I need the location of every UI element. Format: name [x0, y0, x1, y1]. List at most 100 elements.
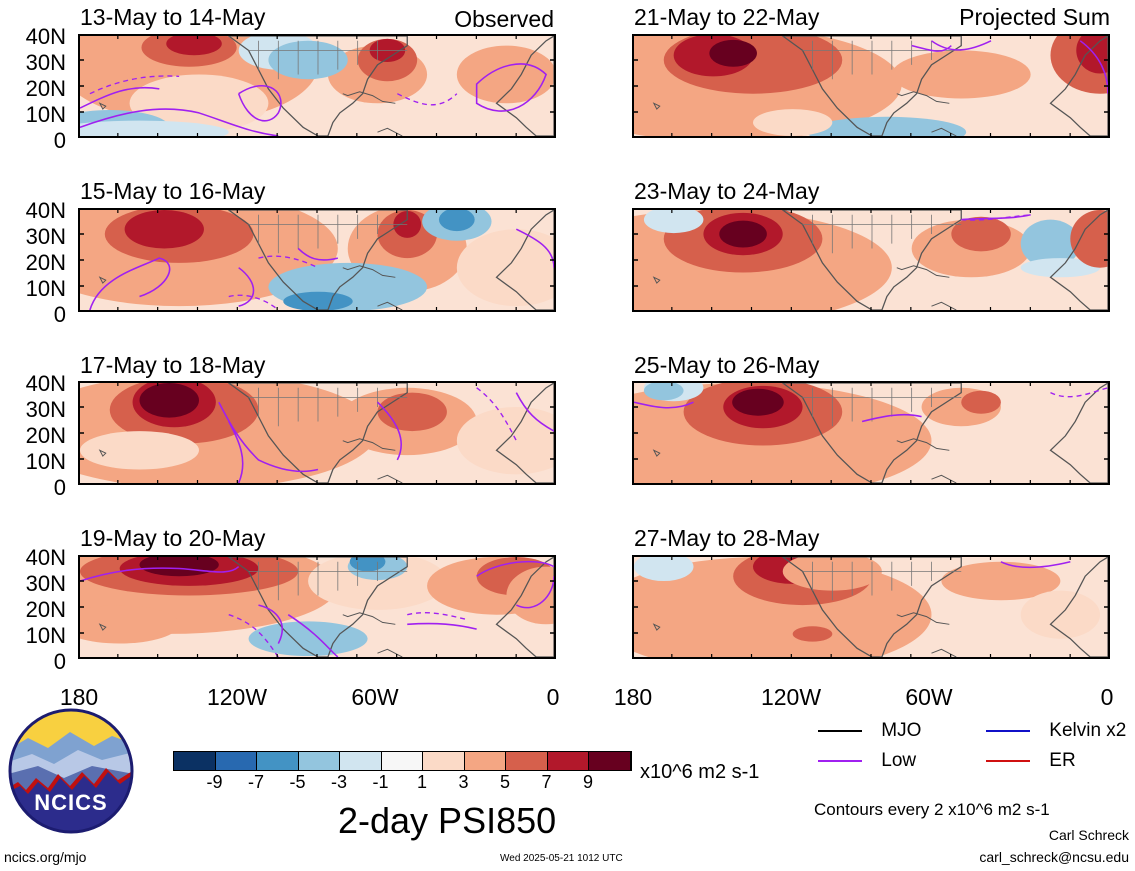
- coastline: [931, 648, 957, 657]
- coastline: [781, 36, 962, 136]
- anomaly-blob: [643, 383, 684, 401]
- coastline: [377, 474, 403, 483]
- anomaly-blob: [951, 216, 1011, 252]
- map-panel: [632, 208, 1110, 312]
- colorbar-swatch: [174, 752, 216, 770]
- low-contour: [476, 560, 554, 577]
- anomaly-blob: [752, 109, 833, 136]
- low-contour-dashed: [258, 255, 319, 269]
- coastline: [931, 301, 957, 310]
- low-contour: [218, 401, 319, 473]
- state-borders: [802, 387, 962, 427]
- anomaly-blob: [643, 210, 704, 234]
- anomaly-blob: [349, 557, 386, 572]
- low-contour: [89, 257, 171, 310]
- colorbar-swatch: [381, 752, 423, 770]
- coastline: [342, 612, 396, 625]
- lat-label: 10N: [25, 276, 66, 301]
- lat-label: 10N: [25, 102, 66, 127]
- footer-url[interactable]: ncics.org/mjo: [4, 849, 87, 865]
- island: [652, 623, 661, 631]
- lat-label: 30N: [25, 571, 66, 596]
- colorbar-swatch: [464, 752, 506, 770]
- panel-ticks: [78, 208, 556, 312]
- anomaly-blob: [732, 388, 784, 416]
- panel-ticks: [632, 381, 1110, 485]
- low-contour: [634, 401, 694, 409]
- state-borders: [802, 561, 962, 601]
- colorbar-swatch: [423, 752, 465, 770]
- low-contour-dashed: [89, 75, 180, 95]
- map-panel: [78, 381, 556, 485]
- lat-label: 10N: [25, 623, 66, 648]
- anomaly-blob: [99, 271, 180, 303]
- state-borders: [248, 387, 408, 427]
- anomaly-blob: [891, 50, 1031, 99]
- colorbar-tick: 1: [416, 772, 427, 792]
- coastline: [1049, 36, 1108, 136]
- lat-label: 0: [53, 649, 66, 674]
- anomaly-blob: [456, 229, 554, 307]
- state-borders: [802, 214, 962, 254]
- low-contour: [1079, 40, 1108, 94]
- low-contour: [931, 40, 992, 51]
- legend-line: [818, 759, 862, 762]
- low-contour-dashed: [407, 612, 467, 621]
- anomaly-blob: [129, 74, 269, 133]
- colorbar-swatch: [257, 752, 299, 770]
- anomaly-blob: [807, 116, 967, 136]
- colorbar-tick: 5: [499, 772, 510, 792]
- map-panel: [78, 34, 556, 138]
- anomaly-blob: [80, 605, 180, 644]
- low-contour: [515, 228, 554, 268]
- island: [652, 449, 661, 457]
- anomaly-blob: [1020, 219, 1081, 268]
- anomaly-blob: [283, 291, 353, 310]
- state-borders: [802, 40, 962, 80]
- coastline: [342, 265, 396, 278]
- state-borders: [248, 214, 408, 254]
- coastline: [1049, 557, 1108, 657]
- low-contour-dashed: [397, 93, 458, 106]
- coastline: [896, 612, 950, 625]
- colorbar-swatch: [340, 752, 382, 770]
- coastline: [342, 91, 396, 104]
- coastline: [896, 91, 950, 104]
- anomaly-blob: [941, 561, 1061, 601]
- lat-label: 40N: [25, 24, 66, 49]
- lat-label: 40N: [25, 545, 66, 570]
- low-contour: [80, 566, 240, 582]
- lon-label: 120W: [760, 684, 822, 710]
- anomaly-blob: [1070, 210, 1108, 268]
- panel-tag-observed: Observed: [454, 6, 554, 32]
- lon-label: 180: [613, 684, 653, 710]
- anomaly-blob: [1076, 36, 1108, 74]
- anomaly-blob: [792, 626, 833, 642]
- lat-label: 40N: [25, 198, 66, 223]
- panel-title: 15-May to 16-May: [80, 178, 266, 204]
- lon-label: 60W: [351, 684, 399, 710]
- island: [98, 276, 107, 284]
- coastline: [931, 127, 957, 136]
- low-contour: [297, 247, 339, 261]
- low-contour: [237, 84, 282, 122]
- low-contour: [228, 421, 244, 483]
- island: [98, 623, 107, 631]
- legend-line: [818, 729, 862, 732]
- ncics-logo: NCICS: [8, 708, 134, 834]
- panel-title: 27-May to 28-May: [634, 525, 820, 551]
- colorbar-tick: 9: [582, 772, 593, 792]
- colorbar-tick: -3: [330, 772, 347, 792]
- island: [652, 276, 661, 284]
- panel-tag-projected: Projected Sum: [959, 4, 1110, 30]
- map-panel: [632, 381, 1110, 485]
- low-contour: [376, 401, 402, 461]
- coastline: [342, 438, 396, 451]
- panel-title: 13-May to 14-May: [80, 4, 266, 30]
- low-contour: [911, 44, 952, 52]
- low-contour: [861, 413, 922, 423]
- colorbar-swatch: [506, 752, 548, 770]
- panel-ticks: [78, 555, 556, 659]
- anomaly-blob: [438, 210, 475, 232]
- state-borders: [248, 561, 408, 601]
